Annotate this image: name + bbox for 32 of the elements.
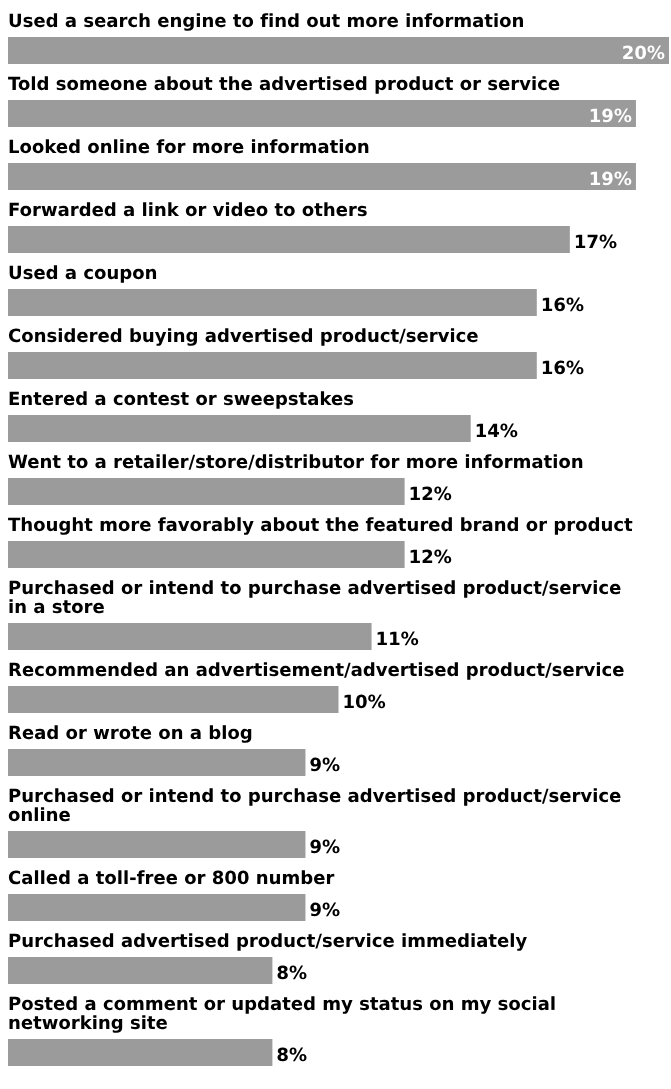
data-label: 9% xyxy=(310,902,340,917)
y-tick-label: Purchased or intend to purchase advertised product/service in a store xyxy=(9,580,621,614)
y-tick-label: Called a toll-free or 800 number xyxy=(8,870,335,885)
y-tick-label: Posted a comment or updated my status on my social networking site xyxy=(9,996,555,1033)
data-label: 12% xyxy=(410,549,452,564)
data-label: 20% xyxy=(623,45,665,60)
y-tick-label: Looked online for more information xyxy=(9,139,369,154)
y-tick-label: Used a coupon xyxy=(9,265,157,283)
data-label: 16% xyxy=(542,297,584,312)
y-tick-label: Entered a contest or sweepstakes xyxy=(9,391,354,409)
data-label: 9% xyxy=(310,839,340,854)
y-tick-label: Read or wrote on a blog xyxy=(9,725,252,743)
y-tick-label: Purchased or intend to purchase advertised product/service online xyxy=(8,788,621,822)
data-label: 10% xyxy=(344,694,386,709)
data-label: 12% xyxy=(410,486,452,501)
y-tick-label: Went to a retailer/store/distributor for more information xyxy=(8,454,583,470)
y-tick-label: Used a search engine to find out more information xyxy=(9,13,523,31)
data-label: 16% xyxy=(542,360,584,375)
data-label: 17% xyxy=(575,234,617,249)
y-tick-label: Told someone about the advertised product or service xyxy=(8,76,560,94)
data-label: 8% xyxy=(277,1047,307,1062)
y-tick-label: Purchased advertised product/service immediately xyxy=(9,933,527,951)
data-label: 9% xyxy=(310,757,340,772)
data-label: 14% xyxy=(476,423,518,438)
data-label: 11% xyxy=(377,631,419,646)
data-label: 8% xyxy=(277,965,307,980)
y-tick-label: Recommended an advertisement/advertised product/service xyxy=(9,662,624,680)
y-tick-label: Thought more favorably about the featured brand or product xyxy=(8,517,633,535)
y-tick-label: Considered buying advertised product/service xyxy=(8,328,478,346)
data-label: 19% xyxy=(590,108,632,123)
y-tick-label: Forwarded a link or video to others xyxy=(9,202,367,217)
data-label: 19% xyxy=(590,171,632,186)
